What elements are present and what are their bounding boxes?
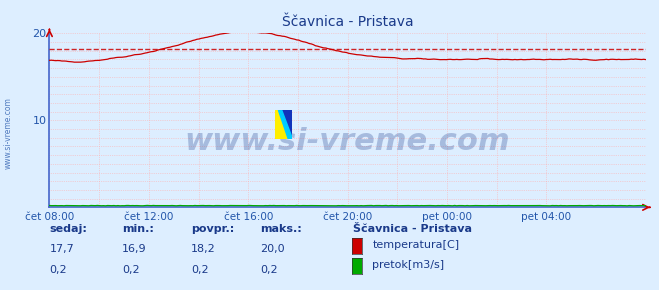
Text: 0,2: 0,2 (191, 264, 209, 275)
Polygon shape (275, 110, 292, 139)
Text: maks.:: maks.: (260, 224, 302, 234)
Text: 18,2: 18,2 (191, 244, 216, 254)
Text: www.si-vreme.com: www.si-vreme.com (185, 127, 511, 156)
Text: 0,2: 0,2 (122, 264, 140, 275)
Text: temperatura[C]: temperatura[C] (372, 240, 459, 250)
Polygon shape (279, 110, 292, 139)
Text: 17,7: 17,7 (49, 244, 74, 254)
Text: sedaj:: sedaj: (49, 224, 87, 234)
Text: povpr.:: povpr.: (191, 224, 235, 234)
Text: 0,2: 0,2 (49, 264, 67, 275)
Text: 0,2: 0,2 (260, 264, 278, 275)
Text: www.si-vreme.com: www.si-vreme.com (3, 97, 13, 169)
Polygon shape (280, 110, 292, 139)
Text: min.:: min.: (122, 224, 154, 234)
Text: pretok[m3/s]: pretok[m3/s] (372, 260, 444, 270)
Text: Ščavnica - Pristava: Ščavnica - Pristava (353, 224, 472, 234)
Text: 20,0: 20,0 (260, 244, 285, 254)
Title: Ščavnica - Pristava: Ščavnica - Pristava (282, 15, 413, 29)
Text: 16,9: 16,9 (122, 244, 146, 254)
